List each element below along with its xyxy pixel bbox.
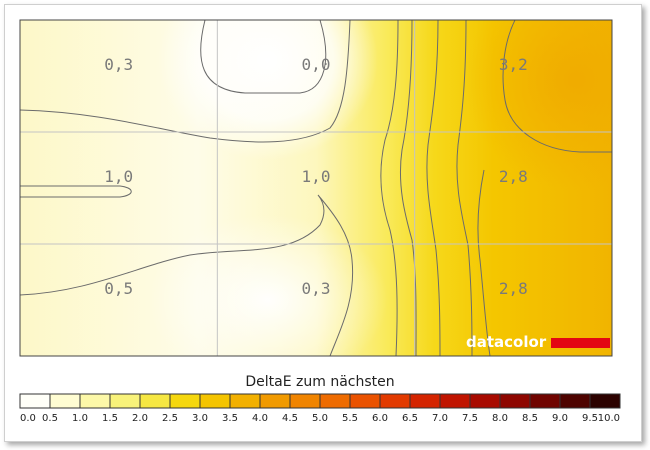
heatmap-plot-area: 0,3 0,0 3,2 1,0 1,0 2,8 0,5 0,3 2,8 (20, 20, 612, 356)
cell-value-label: 0,5 (104, 279, 133, 298)
contour-line (380, 20, 399, 356)
colorbar-tick-label: 4.0 (252, 413, 268, 424)
cell-value-label: 1,0 (302, 167, 331, 186)
colorbar-tick-label: 7.0 (432, 413, 448, 424)
cell-value-label: 0,0 (302, 55, 331, 74)
cell-grid-lines (20, 20, 612, 356)
colorbar-tick-label: 6.0 (372, 413, 388, 424)
heatmap-low-region-top (158, 20, 378, 160)
colorbar-swatch (380, 394, 411, 408)
colorbar-swatch (110, 394, 141, 408)
colorbar-swatch (590, 394, 621, 408)
colorbar-tick-label: 2.5 (162, 413, 178, 424)
colorbar-tick-label: 3.0 (192, 413, 208, 424)
colorbar-swatch (230, 394, 261, 408)
colorbar-tick-label: 6.5 (402, 413, 418, 424)
colorbar-tick-label: 1.0 (72, 413, 88, 424)
colorbar-tick-label: 0.0 (20, 413, 36, 424)
colorbar-swatch (530, 394, 561, 408)
colorbar-swatch (290, 394, 321, 408)
contour-line (426, 20, 441, 356)
cell-value-label: 2,8 (499, 167, 528, 186)
colorbar-swatch (320, 394, 351, 408)
colorbar-tick-label: 1.5 (102, 413, 118, 424)
colorbar-tick-label: 0.5 (42, 413, 58, 424)
colorbar-tick-label: 8.5 (522, 413, 538, 424)
contour-line (502, 20, 612, 153)
colorbar-swatch (50, 394, 81, 408)
colorbar-swatch (410, 394, 441, 408)
colorbar-tick-label: 8.0 (492, 413, 508, 424)
colorbar-swatch (350, 394, 381, 408)
cell-value-label: 0,3 (104, 55, 133, 74)
colorbar-swatch (440, 394, 471, 408)
colorbar-tick-label: 3.5 (222, 413, 238, 424)
cell-value-label: 0,3 (302, 279, 331, 298)
colorbar-tick-label: 7.5 (462, 413, 478, 424)
colorbar-tick-label: 2.0 (132, 413, 148, 424)
contour-lines (20, 20, 612, 356)
colorbar-swatch (140, 394, 171, 408)
colorbar-tick-label: 5.5 (342, 413, 358, 424)
colorbar-swatch (470, 394, 501, 408)
cell-value-label: 2,8 (499, 279, 528, 298)
contour-line (399, 20, 417, 356)
colorbar-tick-label: 9.0 (552, 413, 568, 424)
colorbar-swatch (80, 394, 111, 408)
colorbar-tick-label: 10.0 (598, 413, 620, 424)
colorbar-title: DeltaE zum nächsten (245, 374, 394, 390)
cell-value-label: 3,2 (499, 55, 528, 74)
contour-line (20, 20, 351, 143)
colorbar-tick-label: 9.5 (582, 413, 598, 424)
contour-line (20, 194, 354, 356)
heatmap-high-region (465, 20, 612, 190)
colorbar-swatch (500, 394, 531, 408)
contour-line (456, 20, 473, 356)
datacolor-wordmark: datacolor (466, 333, 547, 351)
datacolor-logo: datacolor (466, 333, 610, 351)
colorbar-swatch (200, 394, 231, 408)
colorbar-swatch (170, 394, 201, 408)
cell-value-labels: 0,3 0,0 3,2 1,0 1,0 2,8 0,5 0,3 2,8 (104, 55, 528, 298)
plot-border (19, 19, 613, 357)
heatmap-low-region-bottom (148, 215, 388, 356)
colorbar-swatch (560, 394, 591, 408)
colorbar-tick-label: 4.5 (282, 413, 298, 424)
colorbar-swatch (20, 394, 51, 408)
colorbar-tick-labels: 0.0 0.5 1.0 1.5 2.0 2.5 3.0 3.5 4.0 4.5 5.0 5.5 6.0 6… (19, 394, 621, 424)
contour-line (20, 185, 132, 198)
contour-line (200, 20, 327, 94)
colorbar-swatch (260, 394, 291, 408)
cell-value-label: 1,0 (104, 167, 133, 186)
contour-line (477, 169, 491, 356)
colorbar-tick-label: 5.0 (312, 413, 328, 424)
datacolor-red-bar (551, 338, 610, 348)
